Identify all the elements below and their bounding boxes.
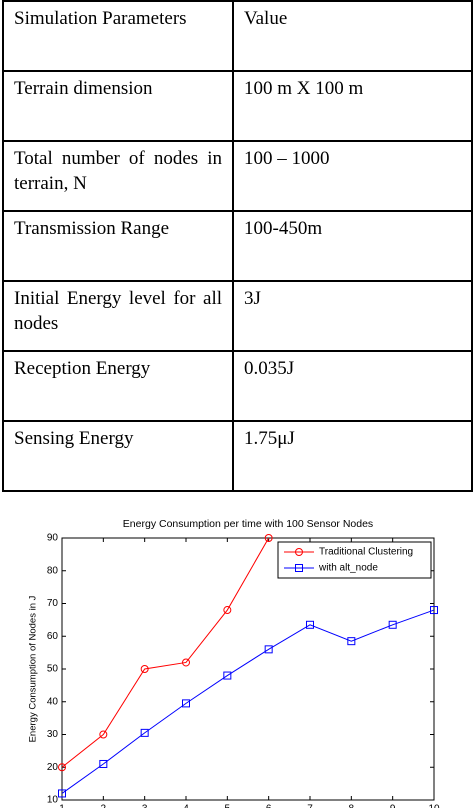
data-point [306,620,314,629]
data-point [347,637,356,646]
y-tick-label: 40 [47,696,59,707]
y-tick-label: 90 [47,533,59,544]
x-tick-label: 5 [225,804,231,808]
legend-box [277,541,432,579]
table-row: Initial Energy level for all nodes 3J [2,280,473,352]
table-row: Reception Energy 0.035J [2,350,473,422]
x-tick-label: 4 [183,804,189,808]
x-tick-label: 3 [142,804,148,808]
x-tick-label: 7 [307,804,313,808]
data-point [140,665,149,673]
x-tick-label: 10 [428,804,440,808]
table-cell: Initial Energy level for all nodes [2,280,234,352]
data-point [140,728,149,737]
y-tick-label: 70 [47,598,59,609]
data-point [223,606,232,615]
legend-label: with alt_node [318,563,378,574]
table-cell: 3J [232,280,473,352]
legend-marker [295,548,303,556]
y-tick-label: 60 [47,631,59,642]
data-point [58,763,66,772]
chart: Energy Consumption per time with 100 Sen… [28,518,440,808]
header-row: Simulation Parameters Value [2,0,473,72]
table-row: Total number of nodes in terrain, N 100 –… [2,140,473,212]
y-tick-label: 20 [47,762,59,773]
x-tick-label: 1 [59,804,65,808]
table-cell: 0.035J [232,350,473,422]
y-axis-label: Energy Consumption of Nodes in J [28,595,39,742]
parameter-table: Simulation Parameters Value Terrain dimens… [2,0,473,492]
y-tick-label: 50 [47,664,59,675]
y-tick-label: 80 [47,565,59,576]
table-cell: Simulation Parameters [2,0,234,72]
data-point [264,534,273,542]
table-cell: Terrain dimension [2,70,234,142]
series-line [61,537,270,768]
table-cell: 1.75μJ [232,420,473,492]
data-point [182,658,190,667]
table-row: Sensing Energy 1.75μJ [2,420,473,492]
series-line [61,609,435,794]
table-cell: Sensing Energy [2,420,234,492]
y-tick-label: 10 [47,795,59,806]
table-row: Transmission Range 100-450m [2,210,473,282]
data-point [182,699,190,708]
chart-title: Energy Consumption per time with 100 Sen… [123,518,373,530]
table-cell: 100 m X 100 m [232,70,473,142]
data-point [223,671,232,680]
table-cell: 100 – 1000 [232,140,473,212]
table-cell: Value [232,0,473,72]
table-cell: Total number of nodes in terrain, N [2,140,234,212]
x-tick-label: 9 [390,804,396,808]
table-row: Terrain dimension 100 m X 100 m [2,70,473,142]
table-cell: Transmission Range [2,210,234,282]
table-cell: 100-450m [232,210,473,282]
data-point [99,730,108,739]
x-tick-label: 8 [349,804,355,808]
legend-label: Traditional Clustering [319,547,413,558]
table-cell: Reception Energy [2,350,234,422]
data-point [58,789,66,798]
data-point [388,620,397,629]
x-tick-label: 2 [101,804,107,808]
data-point [430,606,438,615]
x-tick-label: 6 [266,804,272,808]
y-tick-label: 30 [47,729,59,740]
legend-marker [295,564,303,572]
data-point [264,645,273,654]
data-point [99,759,108,768]
